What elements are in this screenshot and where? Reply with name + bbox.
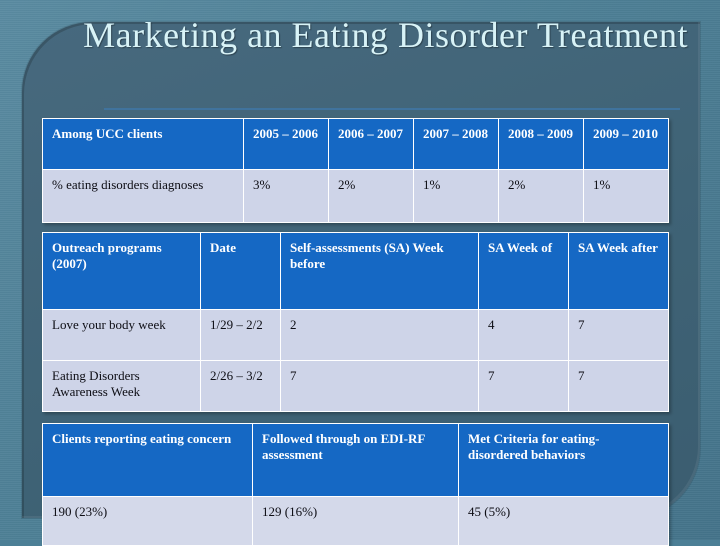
- table2-row1-week-of: 7: [478, 360, 569, 412]
- table1-header-cell-2: 2006 – 2007: [328, 118, 414, 170]
- table1-header-cell-0: Among UCC clients: [42, 118, 244, 170]
- table2-header-cell-2: Self-assessments (SA) Week before: [280, 232, 479, 310]
- table-header-row: Outreach programs (2007) Date Self-asses…: [42, 232, 669, 310]
- table1-row0-label: % eating disorders diagnoses: [42, 169, 244, 223]
- table3-header-cell-0: Clients reporting eating concern: [42, 423, 253, 497]
- table-header-row: Clients reporting eating concern Followe…: [42, 423, 669, 497]
- table1-header-cell-1: 2005 – 2006: [243, 118, 329, 170]
- table2-row1-date: 2/26 – 3/2: [200, 360, 281, 412]
- table2-row1-week-before: 7: [280, 360, 479, 412]
- table3-header-cell-1: Followed through on EDI-RF assessment: [252, 423, 459, 497]
- table2-row1-week-after: 7: [568, 360, 669, 412]
- table1-row0-value-4: 1%: [583, 169, 669, 223]
- table-row: 190 (23%) 129 (16%) 45 (5%): [42, 496, 669, 546]
- table3-row0-reporting: 190 (23%): [42, 496, 253, 546]
- table-row: Love your body week 1/29 – 2/2 2 4 7: [42, 309, 669, 361]
- table1-row0-value-1: 2%: [328, 169, 414, 223]
- table1-row0-value-0: 3%: [243, 169, 329, 223]
- table-row: Eating Disorders Awareness Week 2/26 – 3…: [42, 360, 669, 412]
- table3-header-cell-2: Met Criteria for eating- disordered beha…: [458, 423, 669, 497]
- table2-row0-week-before: 2: [280, 309, 479, 361]
- diagnoses-by-year-table: Among UCC clients 2005 – 2006 2006 – 200…: [42, 118, 669, 223]
- table2-row1-program: Eating Disorders Awareness Week: [42, 360, 201, 412]
- outreach-programs-table: Outreach programs (2007) Date Self-asses…: [42, 232, 669, 412]
- table2-header-cell-0: Outreach programs (2007): [42, 232, 201, 310]
- table2-header-cell-3: SA Week of: [478, 232, 569, 310]
- table1-header-cell-3: 2007 – 2008: [413, 118, 499, 170]
- table-header-row: Among UCC clients 2005 – 2006 2006 – 200…: [42, 118, 669, 170]
- slide-title: Marketing an Eating Disorder Treatment: [83, 15, 688, 55]
- table3-row0-met-criteria: 45 (5%): [458, 496, 669, 546]
- title-divider-rule: [104, 108, 680, 110]
- table2-row0-program: Love your body week: [42, 309, 201, 361]
- table2-header-cell-4: SA Week after: [568, 232, 669, 310]
- table-row: % eating disorders diagnoses 3% 2% 1% 2%…: [42, 169, 669, 223]
- table1-row0-value-3: 2%: [498, 169, 584, 223]
- table2-row0-date: 1/29 – 2/2: [200, 309, 281, 361]
- table2-row0-week-of: 4: [478, 309, 569, 361]
- table2-row0-week-after: 7: [568, 309, 669, 361]
- eating-concern-funnel-table: Clients reporting eating concern Followe…: [42, 423, 669, 546]
- table1-header-cell-4: 2008 – 2009: [498, 118, 584, 170]
- table1-row0-value-2: 1%: [413, 169, 499, 223]
- table2-header-cell-1: Date: [200, 232, 281, 310]
- table3-row0-followed: 129 (16%): [252, 496, 459, 546]
- table1-header-cell-5: 2009 – 2010: [583, 118, 669, 170]
